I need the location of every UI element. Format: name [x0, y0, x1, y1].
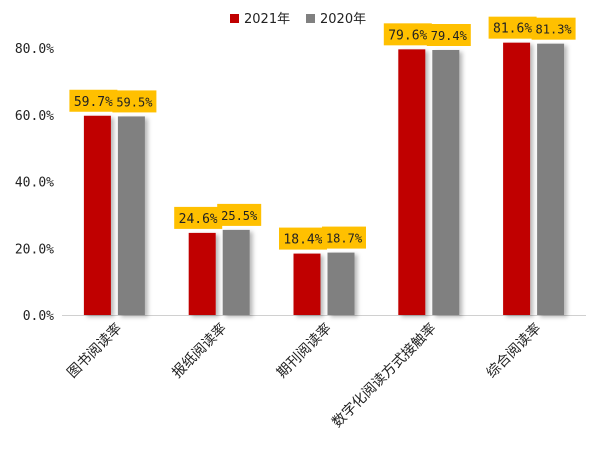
- legend-label-2021: 2021年: [244, 12, 290, 27]
- data-label: 59.5%: [116, 95, 153, 109]
- category-label: 数字化阅读方式接触率: [329, 320, 440, 431]
- data-label-bg: [383, 23, 432, 46]
- data-label-bg: [69, 89, 118, 112]
- legend: 2021年 2020年: [230, 12, 366, 27]
- legend-swatch-2020: [306, 14, 315, 23]
- legend-label-2020: 2020年: [320, 12, 366, 27]
- bar-2021: [503, 42, 531, 315]
- bar-2021: [398, 49, 426, 316]
- data-label-bg: [217, 203, 262, 226]
- data-label: 18.7%: [326, 232, 363, 246]
- bar-2020: [222, 229, 250, 315]
- data-labels: 59.7% 59.5% 24.6% 25.5% 18.4% 18.7% 79.6% 79.4%…: [69, 16, 576, 250]
- bars: [83, 42, 565, 316]
- bar-2020: [327, 252, 355, 315]
- data-label: 79.4%: [431, 29, 468, 43]
- data-label-bg: [322, 226, 366, 249]
- data-label-bg: [112, 90, 157, 113]
- data-label: 81.3%: [536, 23, 573, 37]
- bar-2021: [188, 232, 216, 315]
- data-label: 18.4%: [283, 233, 322, 248]
- category-label: 报纸阅读率: [169, 320, 231, 382]
- data-label: 59.7%: [74, 95, 113, 110]
- y-tick-label: 60.0%: [15, 109, 54, 124]
- bar-2021: [293, 253, 321, 315]
- y-tick-label: 40.0%: [15, 176, 54, 191]
- data-label: 81.6%: [493, 22, 532, 37]
- category-label: 图书阅读率: [64, 320, 126, 382]
- data-label-bg: [426, 24, 471, 47]
- y-tick-label: 20.0%: [15, 242, 54, 257]
- data-label-bg: [279, 227, 327, 250]
- category-label: 期刊阅读率: [273, 320, 335, 382]
- data-label: 25.5%: [221, 209, 258, 223]
- data-label-bg: [531, 17, 576, 40]
- y-tick-label: 0.0%: [23, 309, 54, 324]
- data-label: 24.6%: [179, 212, 218, 227]
- bar-2020: [117, 116, 145, 315]
- legend-swatch-2021: [230, 14, 239, 23]
- data-label-bg: [488, 16, 537, 39]
- bar-2020: [432, 50, 460, 315]
- data-label-bg: [174, 206, 223, 229]
- category-label: 综合阅读率: [483, 320, 545, 382]
- y-tick-label: 80.0%: [15, 42, 54, 57]
- data-label: 79.6%: [388, 28, 427, 43]
- y-axis: 0.0% 20.0% 40.0% 60.0% 80.0%: [15, 42, 54, 324]
- bar-2020: [537, 43, 565, 315]
- bar-2021: [83, 115, 111, 315]
